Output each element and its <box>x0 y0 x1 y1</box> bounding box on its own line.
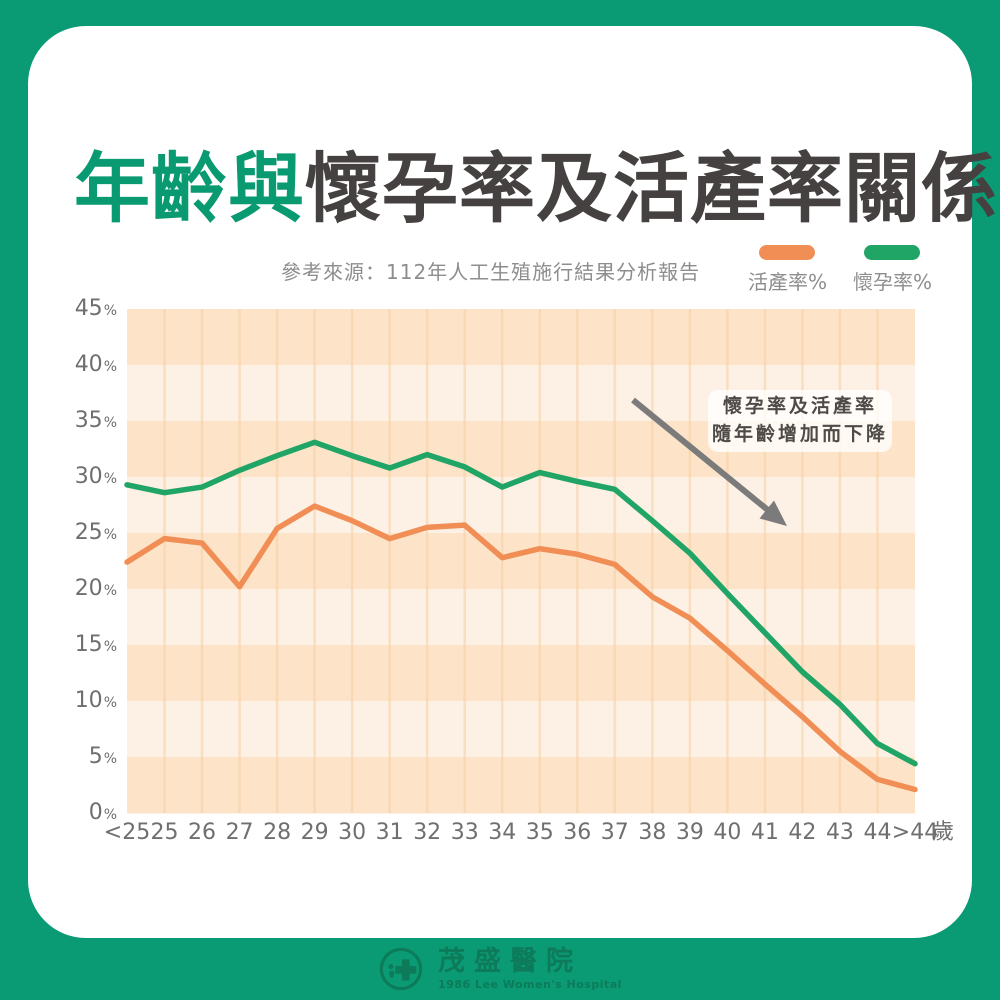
x-tick-label: 38 <box>638 820 667 845</box>
legend-item-live-birth-rate: 活產率% <box>748 245 827 295</box>
x-tick-label: 31 <box>375 820 404 845</box>
x-tick-label: 29 <box>300 820 329 845</box>
hospital-logo-icon <box>379 947 423 991</box>
live-birth-rate-line <box>124 503 918 793</box>
x-tick-label: 36 <box>563 820 592 845</box>
hospital-logo-footer: 茂盛醫院 1986 Lee Women's Hospital <box>0 938 1000 1000</box>
y-tick-label: 10% <box>74 688 117 713</box>
plot-band <box>127 589 915 646</box>
title-highlight: 年齡與 <box>74 143 305 233</box>
y-tick-label: 5% <box>88 744 117 769</box>
x-tick-label: 43 <box>825 820 854 845</box>
pregnancy-rate-swatch <box>864 245 921 260</box>
y-tick-label: 45% <box>74 296 117 321</box>
plot-band <box>127 701 915 758</box>
x-tick-label: 40 <box>713 820 742 845</box>
x-tick-label: <25 <box>103 820 151 845</box>
annotation-callout: 懷孕率及活產率 隨年齡增加而下降 <box>708 390 892 452</box>
annotation-line1: 懷孕率及活產率 <box>722 395 877 418</box>
y-tick-label: 20% <box>74 576 117 601</box>
title-rest: 懷孕率及活產率關係 <box>305 143 998 233</box>
legend-label: 懷孕率% <box>852 270 932 294</box>
plot-band <box>127 477 915 534</box>
x-tick-label: 41 <box>750 820 779 845</box>
x-tick-label: 30 <box>338 820 367 845</box>
legend-item-pregnancy-rate: 懷孕率% <box>853 245 932 295</box>
x-tick-label: >44 <box>891 820 939 845</box>
source-note: 參考來源：112年人工生殖施行結果分析報告 <box>281 260 701 284</box>
y-tick-label: 40% <box>74 352 117 377</box>
annotation-line2: 隨年齡增加而下降 <box>711 423 888 445</box>
x-tick-label: 28 <box>263 820 292 845</box>
x-tick-label: 26 <box>188 820 217 845</box>
y-tick-label: 30% <box>74 464 117 489</box>
x-tick-label: 33 <box>450 820 479 845</box>
live-birth-rate-swatch <box>759 245 816 260</box>
y-tick-label: 25% <box>74 520 117 545</box>
pregnancy-rate-line <box>124 439 918 767</box>
trend-arrow-head <box>759 500 787 526</box>
x-tick-label: 25 <box>150 820 179 845</box>
x-tick-label: 34 <box>488 820 517 845</box>
legend-label: 活產率% <box>747 270 827 294</box>
y-tick-label: 15% <box>74 632 117 657</box>
chart-legend: 活產率% 懷孕率% <box>748 245 932 295</box>
x-tick-label: 44 <box>863 820 892 845</box>
x-tick-label: 27 <box>225 820 254 845</box>
hospital-name: 茂盛醫院 <box>438 946 583 978</box>
x-tick-label: 39 <box>675 820 704 845</box>
x-tick-label: 42 <box>788 820 817 845</box>
trend-arrow-shaft <box>631 397 771 514</box>
hospital-tagline: 1986 Lee Women's Hospital <box>438 977 622 991</box>
plot-band <box>127 757 915 814</box>
plot-band <box>127 645 915 702</box>
x-tick-label: 35 <box>525 820 554 845</box>
y-tick-label: 0% <box>88 800 117 825</box>
hospital-name-block: 茂盛醫院 1986 Lee Women's Hospital <box>438 947 622 991</box>
plot-band <box>127 309 915 366</box>
x-axis-unit-label: 歲 <box>932 820 955 845</box>
x-tick-label: 37 <box>600 820 629 845</box>
y-tick-label: 35% <box>74 408 117 433</box>
x-tick-label: 32 <box>413 820 442 845</box>
page-title: 年齡與懷孕率及活產率關係 <box>74 149 997 229</box>
